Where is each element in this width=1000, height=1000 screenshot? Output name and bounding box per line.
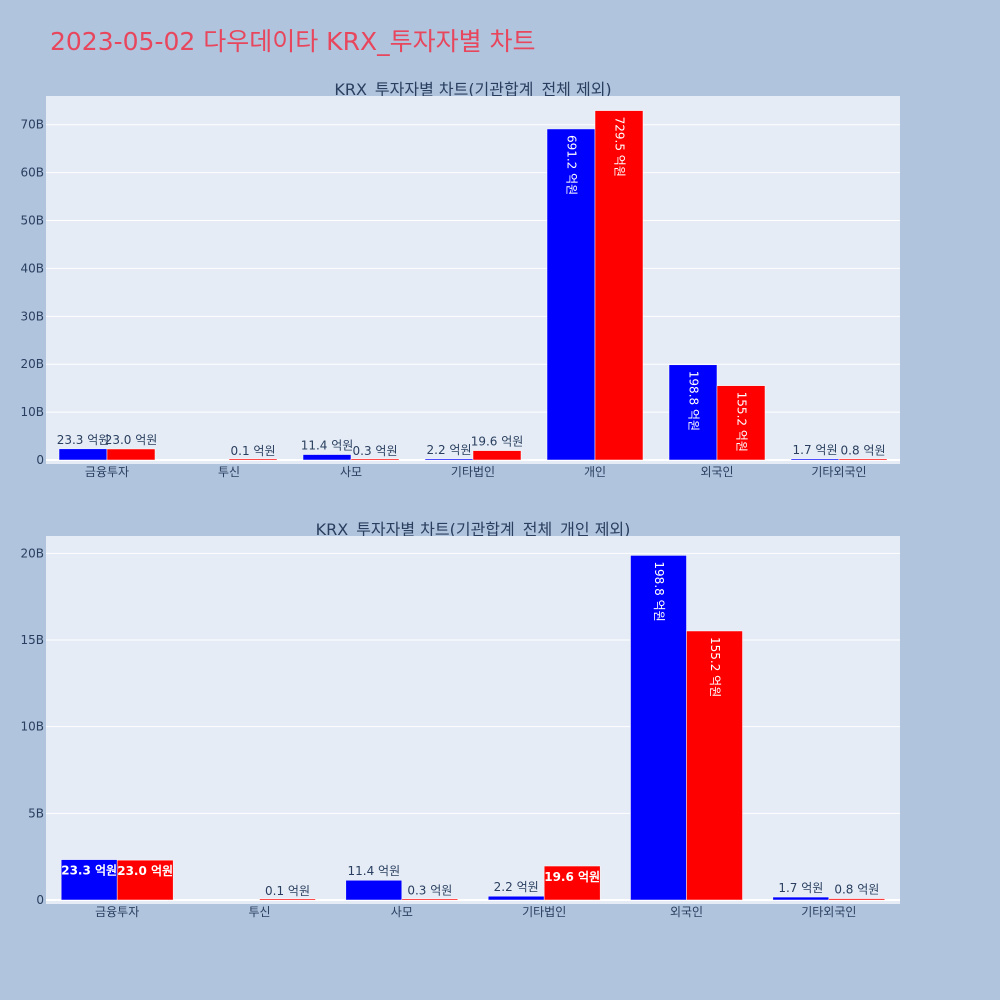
- bar-value-label: 0.1 억원: [265, 884, 310, 898]
- bar: [345, 879, 403, 901]
- bar: [838, 458, 888, 461]
- bar: [302, 454, 352, 461]
- bar-value-label: 1.7 억원: [793, 443, 838, 457]
- bar: [401, 898, 459, 901]
- bar-value-label: 1.7 억원: [778, 881, 823, 895]
- x-tick-label: 외국인: [670, 905, 703, 919]
- x-tick-label: 금융투자: [95, 905, 139, 919]
- chart-title: KRX_투자자별 차트(기관합계_전체 제외): [334, 80, 611, 100]
- y-tick-label: 20B: [20, 357, 44, 371]
- bar: [228, 458, 278, 461]
- bar-value-label: 0.8 억원: [841, 444, 886, 458]
- x-tick-label: 기타외국인: [811, 465, 866, 479]
- bar-value-label: 2.2 억원: [494, 880, 539, 894]
- y-tick-label: 10B: [20, 405, 44, 419]
- page-title: 2023-05-02 다우데이타 KRX_투자자별 차트: [50, 27, 536, 56]
- bar: [686, 630, 743, 901]
- x-tick-label: 개인: [584, 465, 606, 479]
- x-tick-label: 외국인: [700, 465, 733, 479]
- bar-value-label: 0.8 억원: [834, 883, 879, 897]
- bar: [546, 128, 596, 461]
- plot-area: [46, 536, 900, 904]
- bar: [350, 458, 400, 461]
- y-tick-label: 30B: [20, 309, 44, 323]
- bar-value-label: 23.0 억원: [105, 433, 158, 447]
- bar-value-label: 19.6 억원: [544, 870, 600, 884]
- bar: [828, 898, 886, 901]
- bar: [106, 448, 156, 461]
- x-tick-label: 투신: [248, 905, 270, 919]
- chart-title: KRX_투자자별 차트(기관합계_전체_개인 제외): [316, 520, 631, 540]
- bar: [772, 896, 830, 901]
- bar: [259, 898, 316, 901]
- bar-value-label: 155.2 억원: [735, 392, 749, 452]
- bar-value-label: 155.2 억원: [708, 637, 722, 697]
- y-tick-label: 10B: [20, 720, 44, 734]
- bar: [716, 385, 766, 461]
- bar-value-label: 0.1 억원: [231, 444, 276, 458]
- y-tick-label: 0: [36, 453, 44, 467]
- bar-value-label: 2.2 억원: [427, 443, 472, 457]
- y-tick-label: 5B: [28, 806, 44, 820]
- bar-value-label: 23.0 억원: [117, 864, 173, 878]
- x-tick-label: 기타외국인: [801, 905, 856, 919]
- bar-value-label: 198.8 억원: [652, 561, 666, 621]
- bar: [487, 895, 545, 901]
- bar-value-label: 0.3 억원: [407, 883, 452, 897]
- bar: [60, 859, 118, 901]
- bar-value-label: 23.3 억원: [57, 433, 110, 447]
- bar-value-label: 11.4 억원: [301, 439, 354, 453]
- y-tick-label: 40B: [20, 261, 44, 275]
- y-tick-label: 0: [36, 893, 44, 907]
- bar: [668, 364, 718, 461]
- y-tick-label: 70B: [20, 118, 44, 132]
- bar-value-label: 19.6 억원: [471, 435, 524, 449]
- y-tick-label: 60B: [20, 166, 44, 180]
- y-tick-label: 50B: [20, 214, 44, 228]
- bar: [472, 450, 522, 461]
- x-tick-label: 투신: [218, 465, 240, 479]
- bar: [594, 110, 644, 461]
- x-tick-label: 기타법인: [451, 465, 495, 479]
- bar: [543, 865, 601, 901]
- bar-value-label: 11.4 억원: [348, 864, 401, 878]
- bar: [116, 859, 174, 901]
- y-tick-label: 15B: [20, 633, 44, 647]
- bar-value-label: 23.3 억원: [61, 864, 117, 878]
- y-tick-label: 20B: [20, 546, 44, 560]
- x-tick-label: 사모: [391, 905, 413, 919]
- x-tick-label: 금융투자: [85, 465, 129, 479]
- bar-value-label: 0.3 억원: [353, 444, 398, 458]
- bar: [630, 555, 687, 901]
- x-tick-label: 사모: [340, 465, 362, 479]
- bar-value-label: 691.2 억원: [565, 135, 579, 195]
- bar-value-label: 198.8 억원: [687, 371, 701, 431]
- bar-value-label: 729.5 억원: [613, 117, 627, 177]
- x-tick-label: 기타법인: [522, 905, 566, 919]
